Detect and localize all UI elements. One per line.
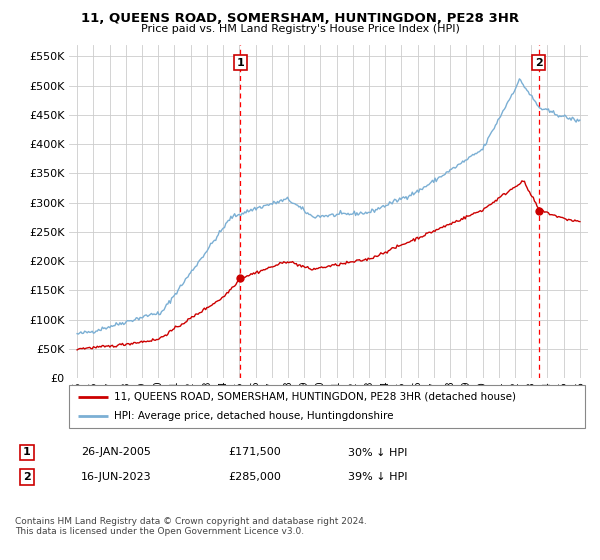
Text: HPI: Average price, detached house, Huntingdonshire: HPI: Average price, detached house, Hunt… xyxy=(114,411,394,421)
Text: 2: 2 xyxy=(23,472,31,482)
Text: Price paid vs. HM Land Registry's House Price Index (HPI): Price paid vs. HM Land Registry's House … xyxy=(140,24,460,34)
Text: 11, QUEENS ROAD, SOMERSHAM, HUNTINGDON, PE28 3HR: 11, QUEENS ROAD, SOMERSHAM, HUNTINGDON, … xyxy=(81,12,519,25)
Text: £171,500: £171,500 xyxy=(228,447,281,458)
Text: 26-JAN-2005: 26-JAN-2005 xyxy=(81,447,151,458)
Text: This data is licensed under the Open Government Licence v3.0.: This data is licensed under the Open Gov… xyxy=(15,528,304,536)
Text: £285,000: £285,000 xyxy=(228,472,281,482)
Text: Contains HM Land Registry data © Crown copyright and database right 2024.: Contains HM Land Registry data © Crown c… xyxy=(15,517,367,526)
Text: 1: 1 xyxy=(23,447,31,458)
Text: 2: 2 xyxy=(535,58,542,68)
Text: 39% ↓ HPI: 39% ↓ HPI xyxy=(348,472,407,482)
Text: 11, QUEENS ROAD, SOMERSHAM, HUNTINGDON, PE28 3HR (detached house): 11, QUEENS ROAD, SOMERSHAM, HUNTINGDON, … xyxy=(114,392,516,402)
Text: 1: 1 xyxy=(236,58,244,68)
Text: 16-JUN-2023: 16-JUN-2023 xyxy=(81,472,152,482)
Text: 30% ↓ HPI: 30% ↓ HPI xyxy=(348,447,407,458)
